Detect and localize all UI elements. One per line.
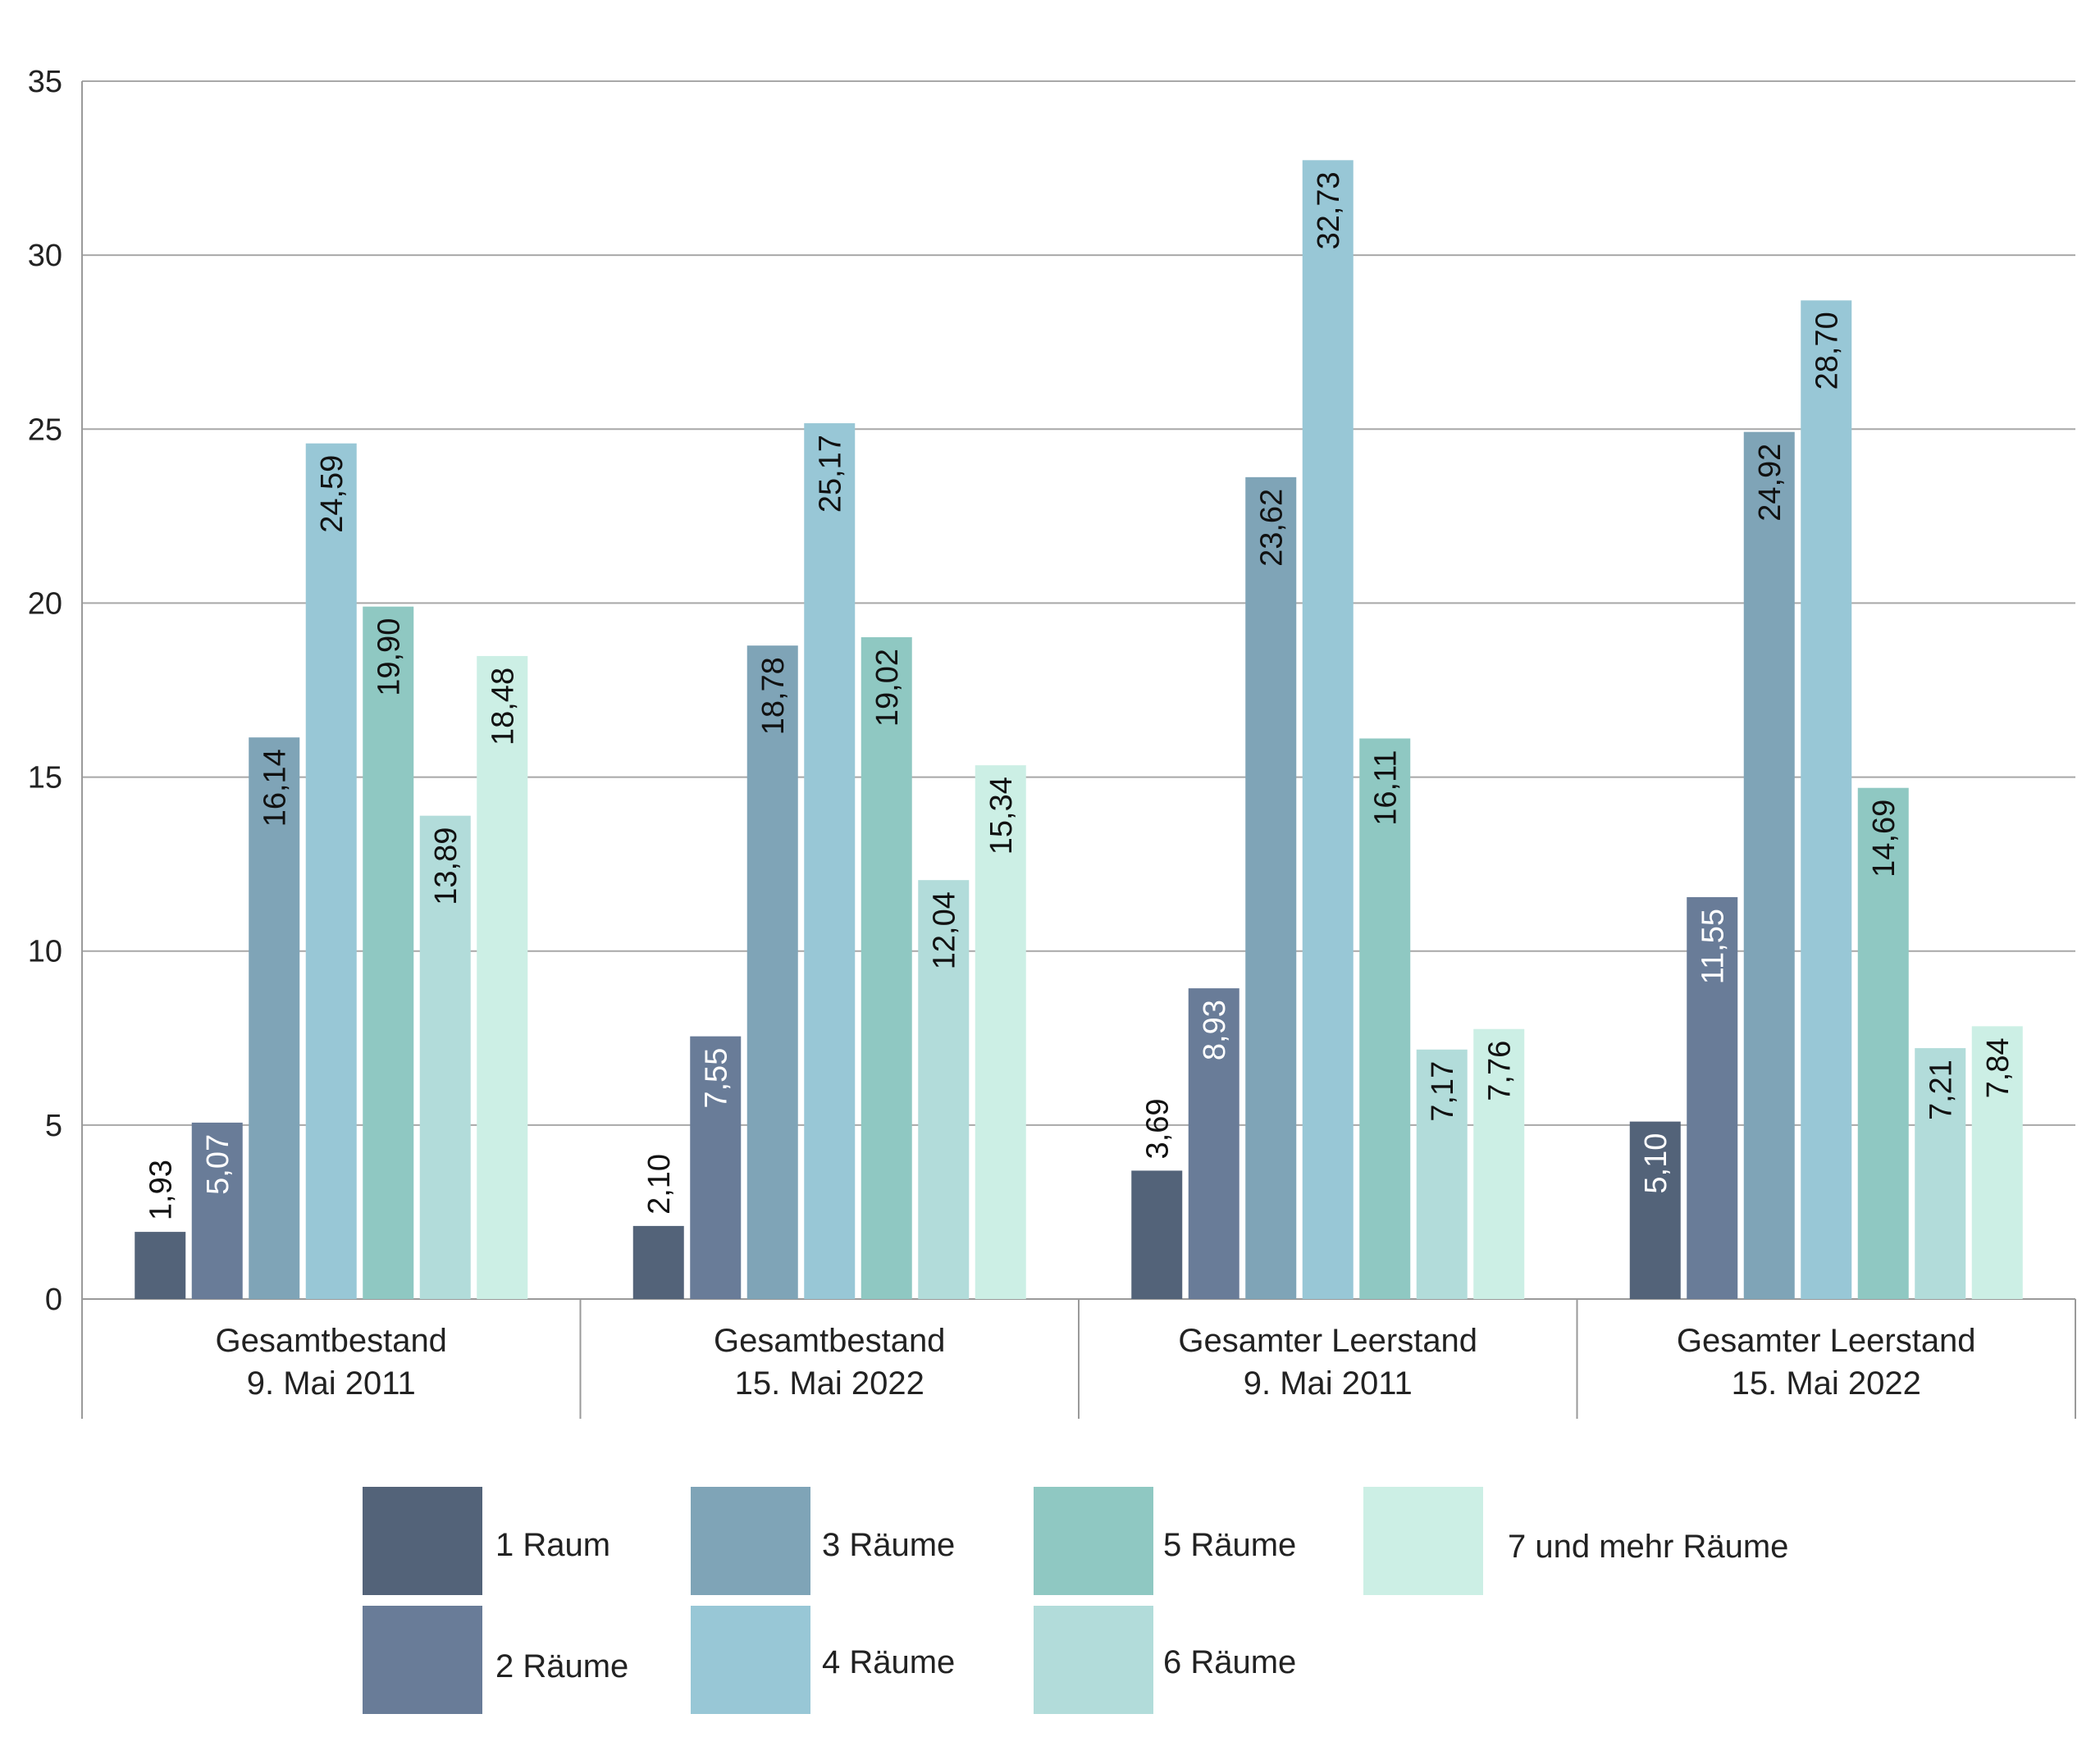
bar bbox=[975, 765, 1026, 1299]
data-label: 24,92 bbox=[1753, 444, 1787, 522]
data-label: 12,04 bbox=[927, 891, 961, 969]
category-label: Gesamter Leerstand bbox=[1677, 1323, 1976, 1359]
data-label: 5,10 bbox=[1639, 1133, 1673, 1194]
legend: 1 Raum 2 Räume 3 Räume 4 Räume 5 Räume 6 Räum… bbox=[363, 1487, 1788, 1714]
bar bbox=[477, 655, 528, 1299]
legend-label: 5 Räume bbox=[1163, 1527, 1296, 1563]
legend-label: 4 Räume bbox=[822, 1644, 955, 1680]
y-tick-label: 5 bbox=[45, 1109, 62, 1143]
data-label: 7,55 bbox=[699, 1048, 733, 1109]
legend-label: 1 Raum bbox=[495, 1527, 610, 1563]
bar bbox=[1629, 1121, 1681, 1299]
data-label: 19,90 bbox=[372, 618, 406, 696]
data-label: 1,93 bbox=[144, 1160, 178, 1220]
data-label: 24,59 bbox=[315, 455, 349, 533]
data-label: 8,93 bbox=[1198, 1000, 1232, 1060]
bars: 1,93 2,10 3,69 5,10 5,07 7,55 8,93 11,55 16,14 18… bbox=[135, 160, 2023, 1300]
bar bbox=[363, 606, 414, 1299]
x-axis: Gesamtbestand 9. Mai 2011 Gesamtbestand 15.… bbox=[216, 1299, 2076, 1419]
bar bbox=[804, 423, 856, 1299]
legend-swatch bbox=[1363, 1487, 1483, 1595]
category-label: Gesamtbestand bbox=[216, 1323, 447, 1359]
data-label: 32,73 bbox=[1312, 171, 1346, 249]
bar bbox=[191, 1122, 243, 1299]
legend-swatch bbox=[691, 1606, 810, 1714]
category-label: 9. Mai 2011 bbox=[247, 1365, 416, 1402]
bar bbox=[1188, 988, 1239, 1299]
data-label: 5,07 bbox=[201, 1134, 235, 1195]
legend-swatch bbox=[363, 1606, 482, 1714]
bar bbox=[1801, 300, 1852, 1299]
data-label: 11,55 bbox=[1696, 909, 1730, 984]
data-label: 7,84 bbox=[1981, 1037, 2016, 1098]
data-label: 18,48 bbox=[486, 668, 520, 745]
data-label: 15,34 bbox=[984, 777, 1019, 855]
bar bbox=[1416, 1049, 1468, 1299]
bar bbox=[1915, 1048, 1966, 1299]
bar bbox=[1302, 160, 1354, 1299]
bar bbox=[918, 880, 970, 1299]
category-label: Gesamter Leerstand bbox=[1178, 1323, 1477, 1359]
bar bbox=[1857, 787, 1909, 1299]
data-label: 25,17 bbox=[813, 435, 847, 513]
category-label: 15. Mai 2022 bbox=[1732, 1365, 1921, 1402]
data-label: 13,89 bbox=[429, 827, 463, 905]
legend-swatch bbox=[691, 1487, 810, 1595]
bar bbox=[1473, 1028, 1525, 1299]
data-label: 3,69 bbox=[1140, 1098, 1175, 1159]
data-label: 7,17 bbox=[1426, 1061, 1460, 1122]
data-label: 14,69 bbox=[1867, 800, 1901, 878]
legend-swatch bbox=[363, 1487, 482, 1595]
category-label: 9. Mai 2011 bbox=[1244, 1365, 1413, 1402]
category-label: Gesamtbestand bbox=[714, 1323, 945, 1359]
y-tick-label: 15 bbox=[28, 761, 62, 795]
bar bbox=[135, 1232, 186, 1299]
y-tick-label: 35 bbox=[28, 65, 62, 99]
data-label: 2,10 bbox=[642, 1154, 677, 1215]
data-label: 28,70 bbox=[1810, 312, 1844, 390]
bar bbox=[305, 443, 357, 1300]
legend-label: 7 und mehr Räume bbox=[1508, 1529, 1788, 1565]
bar bbox=[1131, 1170, 1183, 1299]
y-tick-label: 20 bbox=[28, 586, 62, 621]
bar bbox=[632, 1225, 684, 1299]
y-axis: 0 5 10 15 20 25 30 35 bbox=[28, 65, 83, 1419]
data-label: 7,21 bbox=[1924, 1060, 1958, 1120]
y-tick-label: 30 bbox=[28, 239, 62, 273]
legend-label: 2 Räume bbox=[495, 1648, 628, 1684]
legend-label: 6 Räume bbox=[1163, 1644, 1296, 1680]
legend-swatch bbox=[1034, 1606, 1153, 1714]
bar bbox=[861, 637, 912, 1299]
data-label: 18,78 bbox=[756, 657, 791, 735]
bar bbox=[419, 815, 471, 1299]
bar bbox=[1245, 476, 1297, 1299]
data-label: 19,02 bbox=[870, 649, 905, 727]
bar bbox=[1687, 896, 1738, 1299]
y-tick-label: 0 bbox=[45, 1283, 62, 1317]
category-label: 15. Mai 2022 bbox=[735, 1365, 924, 1402]
y-tick-label: 10 bbox=[28, 935, 62, 969]
bar bbox=[746, 645, 798, 1299]
data-label: 23,62 bbox=[1254, 489, 1289, 567]
bar bbox=[1359, 738, 1411, 1299]
bar bbox=[1743, 431, 1795, 1300]
data-label: 16,11 bbox=[1368, 750, 1403, 825]
y-tick-label: 25 bbox=[28, 413, 62, 447]
data-label: 7,76 bbox=[1482, 1041, 1517, 1101]
gridlines bbox=[82, 80, 2075, 1300]
data-label: 16,14 bbox=[258, 749, 292, 827]
bar bbox=[249, 737, 300, 1299]
legend-swatch bbox=[1034, 1487, 1153, 1595]
legend-label: 3 Räume bbox=[822, 1527, 955, 1563]
bar bbox=[690, 1036, 742, 1299]
bar bbox=[1971, 1026, 2023, 1299]
